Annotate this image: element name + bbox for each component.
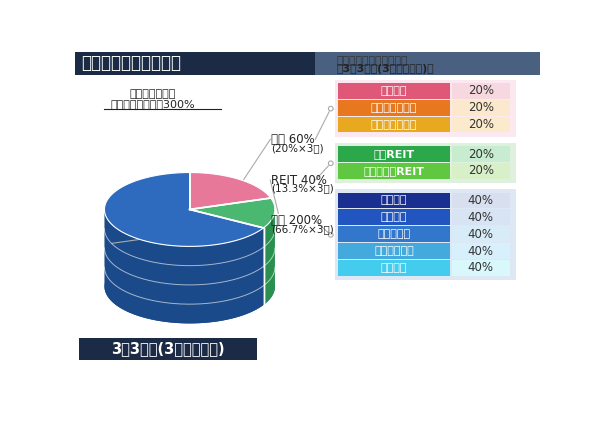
Text: 40%: 40% — [468, 194, 494, 207]
Bar — [452, 146, 510, 162]
Text: 日本REIT: 日本REIT — [373, 149, 415, 159]
Bar — [338, 146, 450, 162]
Bar — [452, 100, 510, 116]
Bar — [452, 83, 510, 98]
Bar — [338, 193, 450, 208]
Text: 株式 60%: 株式 60% — [271, 133, 315, 146]
Text: (66.7%×3倍): (66.7%×3倍) — [271, 224, 334, 234]
Bar — [335, 190, 516, 280]
Text: 40%: 40% — [468, 211, 494, 224]
Text: 40%: 40% — [468, 261, 494, 274]
Bar — [452, 260, 510, 276]
Text: 日本株式: 日本株式 — [380, 86, 407, 96]
Bar — [335, 143, 516, 183]
Circle shape — [328, 233, 333, 237]
Bar — [79, 338, 257, 359]
Bar — [452, 209, 510, 225]
Circle shape — [328, 106, 333, 111]
Bar — [338, 100, 450, 116]
Bar — [338, 83, 450, 98]
Polygon shape — [104, 172, 263, 246]
Text: 20%: 20% — [468, 118, 494, 131]
Bar — [338, 117, 450, 132]
Text: 20%: 20% — [468, 84, 494, 97]
Bar — [452, 243, 510, 259]
Text: 当ファンドの運用方法: 当ファンドの運用方法 — [81, 54, 181, 72]
Polygon shape — [263, 209, 275, 305]
Text: 〈実質的な資産の内訳〉: 〈実質的な資産の内訳〉 — [337, 56, 409, 66]
Text: 20%: 20% — [468, 164, 494, 178]
Bar — [338, 163, 450, 178]
Text: 純資産総額合計の300%: 純資産総額合計の300% — [110, 99, 195, 109]
Text: ドイツ国債: ドイツ国債 — [377, 229, 410, 239]
Text: 投資資産規模は: 投資資産規模は — [130, 89, 176, 99]
Polygon shape — [190, 198, 275, 228]
Text: 40%: 40% — [468, 227, 494, 241]
Bar — [335, 80, 516, 137]
Text: 債券 200%: 債券 200% — [271, 215, 322, 227]
Bar — [338, 226, 450, 242]
Text: イギリス国債: イギリス国債 — [374, 246, 414, 256]
Text: 豪州国債: 豪州国債 — [380, 263, 407, 273]
Text: 20%: 20% — [468, 101, 494, 114]
Circle shape — [328, 161, 333, 166]
Bar — [452, 163, 510, 178]
Polygon shape — [190, 172, 271, 209]
Bar — [315, 52, 540, 75]
Bar — [75, 52, 315, 75]
Text: 海外先進国株式: 海外先進国株式 — [371, 103, 417, 113]
Text: 米国国債: 米国国債 — [380, 212, 407, 222]
Text: 日本国債: 日本国債 — [380, 195, 407, 205]
Text: 3倍3分法(3倍バランス): 3倍3分法(3倍バランス) — [111, 341, 225, 356]
Text: 「3倍3分法(3倍バランス)」: 「3倍3分法(3倍バランス)」 — [337, 64, 434, 74]
Polygon shape — [104, 210, 263, 323]
Bar — [452, 117, 510, 132]
Text: 海外新興国株式: 海外新興国株式 — [371, 120, 417, 130]
Bar — [338, 260, 450, 276]
Bar — [338, 243, 450, 259]
Text: 海外先進国REIT: 海外先進国REIT — [364, 166, 424, 176]
Bar — [338, 209, 450, 225]
Text: (20%×3倍): (20%×3倍) — [271, 143, 324, 153]
Bar — [452, 226, 510, 242]
Text: REIT 40%: REIT 40% — [271, 174, 327, 187]
Text: 20%: 20% — [468, 147, 494, 160]
Text: 40%: 40% — [468, 245, 494, 258]
Bar — [452, 193, 510, 208]
Polygon shape — [104, 249, 275, 323]
Text: (13.3%×3倍): (13.3%×3倍) — [271, 184, 334, 194]
